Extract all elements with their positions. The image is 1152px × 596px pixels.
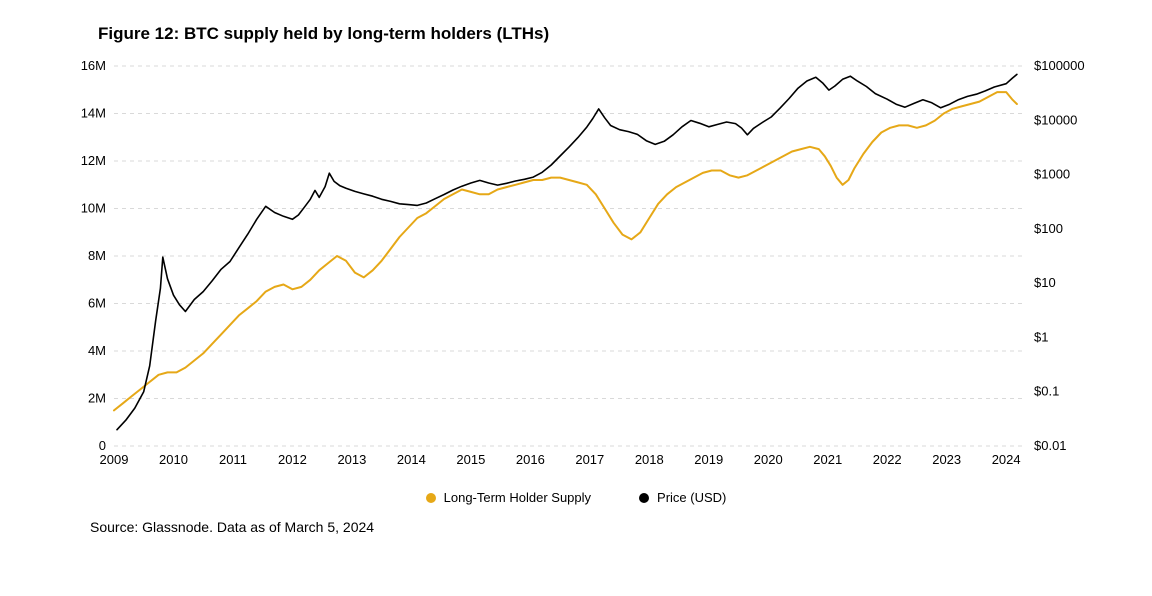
svg-text:12M: 12M <box>81 153 106 168</box>
svg-text:2015: 2015 <box>456 452 485 467</box>
legend-dot-lth-icon <box>426 493 436 503</box>
svg-text:$1000: $1000 <box>1034 167 1070 182</box>
svg-text:$0.01: $0.01 <box>1034 438 1067 453</box>
svg-text:2018: 2018 <box>635 452 664 467</box>
svg-text:14M: 14M <box>81 106 106 121</box>
svg-text:2019: 2019 <box>694 452 723 467</box>
svg-text:4M: 4M <box>88 343 106 358</box>
figure-container: Figure 12: BTC supply held by long-term … <box>0 0 1152 596</box>
svg-text:6M: 6M <box>88 296 106 311</box>
svg-text:10M: 10M <box>81 201 106 216</box>
svg-text:$100000: $100000 <box>1034 58 1085 73</box>
svg-text:8M: 8M <box>88 248 106 263</box>
svg-text:$10: $10 <box>1034 275 1056 290</box>
svg-text:2020: 2020 <box>754 452 783 467</box>
legend-item-lth: Long-Term Holder Supply <box>426 490 591 505</box>
svg-text:2016: 2016 <box>516 452 545 467</box>
legend-label-lth: Long-Term Holder Supply <box>444 490 591 505</box>
svg-text:$1: $1 <box>1034 329 1048 344</box>
chart-title: Figure 12: BTC supply held by long-term … <box>98 24 1112 44</box>
source-note: Source: Glassnode. Data as of March 5, 2… <box>90 519 1112 535</box>
svg-text:2022: 2022 <box>873 452 902 467</box>
svg-text:2010: 2010 <box>159 452 188 467</box>
svg-text:2023: 2023 <box>932 452 961 467</box>
svg-text:16M: 16M <box>81 58 106 73</box>
svg-text:0: 0 <box>99 438 106 453</box>
legend-label-price: Price (USD) <box>657 490 726 505</box>
legend-dot-price-icon <box>639 493 649 503</box>
svg-text:$100: $100 <box>1034 221 1063 236</box>
svg-text:2M: 2M <box>88 391 106 406</box>
svg-text:$10000: $10000 <box>1034 112 1077 127</box>
svg-text:2012: 2012 <box>278 452 307 467</box>
svg-text:2024: 2024 <box>992 452 1021 467</box>
svg-text:2021: 2021 <box>813 452 842 467</box>
svg-text:$0.1: $0.1 <box>1034 384 1059 399</box>
legend-item-price: Price (USD) <box>639 490 726 505</box>
svg-text:2013: 2013 <box>337 452 366 467</box>
svg-text:2014: 2014 <box>397 452 426 467</box>
legend: Long-Term Holder Supply Price (USD) <box>40 490 1112 505</box>
chart-svg: 0 2M 4M 6M 8M 10M 12M 14M 16M $0.01 $0.1 $1 $10 $100 $… <box>60 56 1100 476</box>
chart-area: 0 2M 4M 6M 8M 10M 12M 14M 16M $0.01 $0.1 $1 $10 $100 $… <box>60 56 1100 476</box>
svg-text:2009: 2009 <box>100 452 129 467</box>
svg-text:2017: 2017 <box>575 452 604 467</box>
svg-text:2011: 2011 <box>219 452 247 467</box>
